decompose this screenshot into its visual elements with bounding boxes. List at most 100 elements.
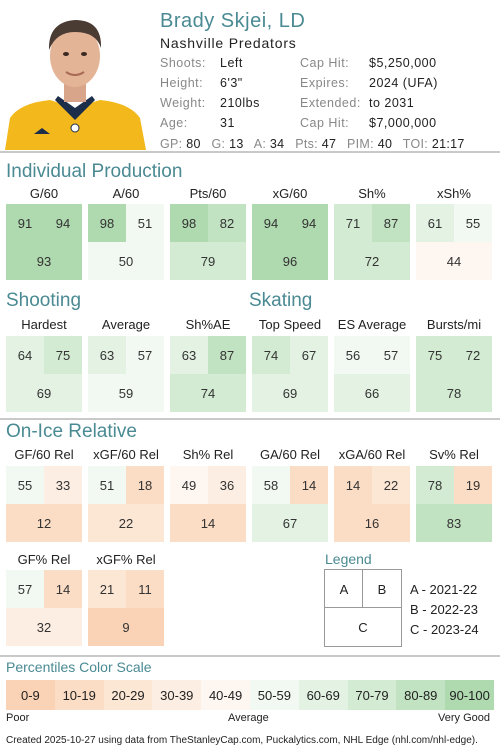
metric-cell-b: 87 — [208, 336, 246, 374]
metric-header: Bursts/mi — [426, 317, 482, 332]
section-title-onice: On-Ice Relative — [6, 421, 137, 442]
scale-bin: 80-89 — [396, 680, 446, 710]
weight-label: Weight: — [160, 96, 206, 110]
divider — [0, 655, 500, 657]
metric-cell-a: 74 — [252, 336, 290, 374]
divider — [0, 151, 500, 153]
metric-cell-c: 12 — [6, 504, 82, 542]
metric-header: xGA/60 Rel — [338, 447, 406, 462]
metric-header: xG/60 — [272, 186, 308, 201]
scale-title: Percentiles Color Scale — [6, 659, 152, 675]
metric-cell-b: 14 — [290, 466, 328, 504]
scale-bin: 0-9 — [6, 680, 55, 710]
stat-toi-label: TOI: — [402, 137, 429, 151]
height-value: 6'3" — [220, 76, 243, 90]
scale-poor-label: Poor — [6, 712, 30, 724]
metric-cell-c: 74 — [170, 374, 246, 412]
legend-c-text: C - 2023-24 — [410, 622, 479, 637]
player-name: Brady Skjei, LD — [160, 10, 306, 32]
stat-pim-label: PIM: — [347, 137, 374, 151]
metric-cell-c: 96 — [252, 242, 328, 280]
metric-header: Hardest — [21, 317, 67, 332]
player-photo — [0, 8, 150, 150]
metric-header: xSh% — [437, 186, 471, 201]
height-label: Height: — [160, 76, 204, 90]
season-statline: GP: 80 G: 13 A: 34 Pts: 47 PIM: 40 TOI: … — [160, 137, 472, 151]
stat-g-value: 13 — [229, 137, 244, 151]
metric-cell-b: 82 — [208, 204, 246, 242]
metric-cell-b: 51 — [126, 204, 164, 242]
stat-gp-label: GP: — [160, 137, 183, 151]
metric-cell-c: 22 — [88, 504, 164, 542]
metric-cell-c: 69 — [6, 374, 82, 412]
metric-cell-c: 50 — [88, 242, 164, 280]
scale-bin: 10-19 — [54, 680, 104, 710]
metric-cell-c: 32 — [6, 608, 82, 646]
metric-cell-b: 22 — [372, 466, 410, 504]
metric-cell-b: 67 — [290, 336, 328, 374]
metric-cell-c: 83 — [416, 504, 492, 542]
metric-cell-b: 57 — [372, 336, 410, 374]
metric-cell-b: 57 — [126, 336, 164, 374]
metric-cell-b: 75 — [44, 336, 82, 374]
legend-title: Legend — [325, 551, 372, 567]
caphit2-value: $7,000,000 — [369, 116, 437, 130]
metric-header: GF/60 Rel — [14, 447, 74, 462]
metric-cell-c: 66 — [334, 374, 410, 412]
legend-b-text: B - 2022-23 — [410, 602, 478, 617]
metric-cell-a: 98 — [88, 204, 126, 242]
metric-cell-b: 94 — [290, 204, 328, 242]
metric-cell-b: 33 — [44, 466, 82, 504]
metric-cell-a: 63 — [88, 336, 126, 374]
metric-cell-a: 91 — [6, 204, 44, 242]
caphit-label: Cap Hit: — [300, 56, 350, 70]
metric-cell-a: 94 — [252, 204, 290, 242]
metric-cell-c: 59 — [88, 374, 164, 412]
scale-bin: 20-29 — [103, 680, 153, 710]
expires-label: Expires: — [300, 76, 350, 90]
metric-header: GF% Rel — [17, 552, 71, 567]
scale-bin: 90-100 — [445, 680, 494, 710]
stat-a-label: A: — [253, 137, 267, 151]
metric-cell-c: 14 — [170, 504, 246, 542]
age-label: Age: — [160, 116, 188, 130]
metric-header: Sv% Rel — [429, 447, 479, 462]
metric-header: Pts/60 — [189, 186, 227, 201]
scale-bin: 70-79 — [347, 680, 397, 710]
team-name: Nashville Predators — [160, 35, 297, 51]
metric-cell-b: 19 — [454, 466, 492, 504]
metric-cell-a: 61 — [416, 204, 454, 242]
scale-average-label: Average — [228, 712, 269, 724]
section-title-skating: Skating — [249, 290, 313, 311]
scale-bin: 30-39 — [152, 680, 202, 710]
metric-header: ES Average — [337, 317, 407, 332]
stat-a-value: 34 — [269, 137, 285, 151]
metric-cell-b: 14 — [44, 570, 82, 608]
metric-cell-c: 44 — [416, 242, 492, 280]
metric-cell-b: 36 — [208, 466, 246, 504]
metric-header: Sh%AE — [185, 317, 231, 332]
age-value: 31 — [220, 116, 235, 130]
metric-header: A/60 — [112, 186, 140, 201]
scale-bin: 50-59 — [250, 680, 299, 710]
metric-header: GA/60 Rel — [260, 447, 320, 462]
metric-cell-b: 55 — [454, 204, 492, 242]
metric-cell-a: 21 — [88, 570, 126, 608]
metric-cell-c: 93 — [6, 242, 82, 280]
divider — [0, 418, 500, 420]
metric-cell-a: 98 — [170, 204, 208, 242]
extended-label: Extended: — [300, 96, 361, 110]
stat-toi-value: 21:17 — [431, 137, 465, 151]
stat-gp-value: 80 — [186, 137, 201, 151]
metric-cell-c: 67 — [252, 504, 328, 542]
metric-cell-a: 57 — [6, 570, 44, 608]
metric-header: Sh% Rel — [182, 447, 234, 462]
caphit2-label: Cap Hit: — [300, 116, 350, 130]
legend-a-text: A - 2021-22 — [410, 582, 478, 597]
shoots-label: Shoots: — [160, 56, 206, 70]
metric-cell-a: 63 — [170, 336, 208, 374]
metric-header: Average — [101, 317, 151, 332]
metric-header: Top Speed — [258, 317, 322, 332]
weight-value: 210lbs — [220, 96, 260, 110]
metric-cell-b: 72 — [454, 336, 492, 374]
